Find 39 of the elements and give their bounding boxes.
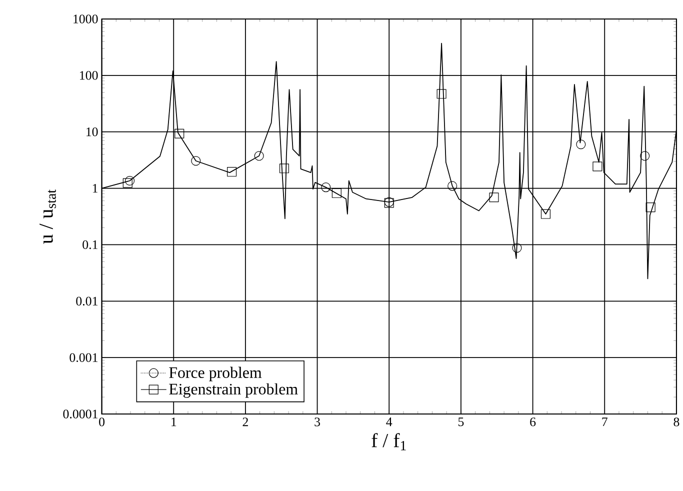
point — [125, 176, 135, 186]
x-tick-label: 0 — [99, 418, 105, 426]
y-tick-label: 1 — [92, 184, 98, 193]
legend-label: Force problem — [169, 366, 262, 382]
point — [592, 162, 602, 172]
y-tick-label: 0.0001 — [63, 410, 98, 419]
point — [489, 192, 499, 202]
x-tick-label: 5 — [458, 418, 464, 426]
y-tick-label: 1000 — [74, 14, 98, 24]
point — [321, 182, 331, 192]
point — [332, 188, 342, 198]
point — [191, 156, 201, 166]
point — [279, 164, 290, 174]
point — [174, 128, 184, 138]
y-tick-label: 0.1 — [82, 240, 98, 250]
y-axis-title: u / u$_{stat}$ — [40, 190, 56, 244]
y-tick-label: 10 — [86, 128, 98, 136]
y-tick-label: 0.01 — [76, 296, 98, 306]
x-tick-label: 8 — [674, 418, 680, 426]
x-tick-label: 7 — [602, 418, 608, 426]
x-tick-label: 4 — [386, 418, 392, 426]
x-tick-label: 2 — [242, 418, 248, 426]
x-tick-label: 1 — [172, 418, 176, 426]
point — [227, 167, 237, 177]
x-tick-label: 6 — [530, 418, 536, 426]
point — [436, 89, 446, 99]
x-axis-title: f / f$_{1}$ — [372, 433, 406, 450]
x-tick-label: 3 — [314, 418, 320, 426]
y-tick-label: 0.001 — [70, 353, 98, 362]
point — [540, 209, 550, 219]
point — [254, 151, 264, 161]
point — [448, 181, 458, 191]
point — [122, 178, 132, 188]
point — [512, 243, 522, 253]
point — [640, 151, 650, 161]
point — [646, 202, 656, 212]
y-tick-label: 100 — [80, 71, 98, 80]
point — [576, 140, 586, 150]
legend-label: Eigenstrain problem — [169, 383, 298, 398]
